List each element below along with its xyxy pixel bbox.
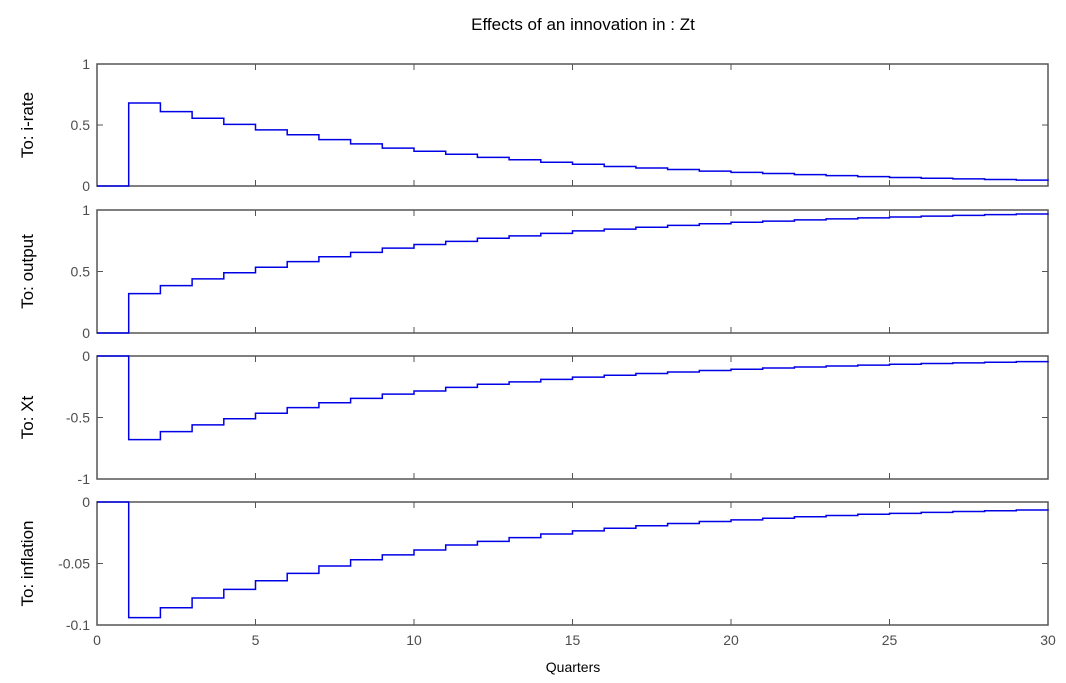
- impulse-response-line: [97, 213, 1049, 334]
- impulse-response-line: [97, 355, 1049, 441]
- y-axis-label: To: Xt: [18, 395, 37, 439]
- x-tick-label: 0: [93, 632, 101, 648]
- x-tick-label: 10: [406, 632, 422, 648]
- y-tick-label: 0.5: [71, 264, 91, 280]
- y-tick-label: 0: [82, 348, 90, 364]
- y-tick-label: -0.5: [66, 410, 90, 426]
- y-tick-label: 1: [82, 56, 90, 72]
- subplot-4: 0 5 10 15 20 25 30 -0.1 -0.05 0 To: inflation: [18, 494, 1056, 648]
- y-tick-label: 0: [82, 325, 90, 341]
- y-tick-label: 1: [82, 202, 90, 218]
- impulse-response-line: [97, 102, 1049, 187]
- impulse-response-line: [97, 501, 1049, 619]
- subplot-2: 0 0.5 1 To: output: [18, 202, 1049, 341]
- x-tick-label: 25: [882, 632, 898, 648]
- axes-frame: [96, 209, 1049, 334]
- x-tick-label: 15: [565, 632, 581, 648]
- axes-frame: [96, 355, 1049, 480]
- subplot-1: 0 0.5 1 To: i-rate: [18, 56, 1049, 194]
- y-tick-label: -1: [78, 471, 91, 487]
- x-tick-label: 5: [252, 632, 260, 648]
- y-tick-label: -0.1: [66, 617, 90, 633]
- y-axis-label: To: output: [18, 234, 37, 309]
- y-axis-label: To: i-rate: [18, 92, 37, 158]
- subplot-group: 0 0.5 1 To: i-rate 0 0.5 1 To: output -1 -0.5 0 To:…: [18, 56, 1056, 648]
- subplot-3: -1 -0.5 0 To: Xt: [18, 348, 1049, 487]
- y-tick-label: -0.05: [58, 556, 90, 572]
- y-axis-label: To: inflation: [18, 521, 37, 607]
- y-tick-label: 0.5: [71, 117, 91, 133]
- axes-frame: [96, 501, 1049, 626]
- x-axis-label: Quarters: [546, 659, 600, 675]
- y-tick-label: 0: [82, 494, 90, 510]
- x-tick-label: 20: [723, 632, 739, 648]
- chart-title: Effects of an innovation in : Zt: [471, 15, 695, 34]
- y-tick-label: 0: [82, 178, 90, 194]
- x-tick-label: 30: [1040, 632, 1056, 648]
